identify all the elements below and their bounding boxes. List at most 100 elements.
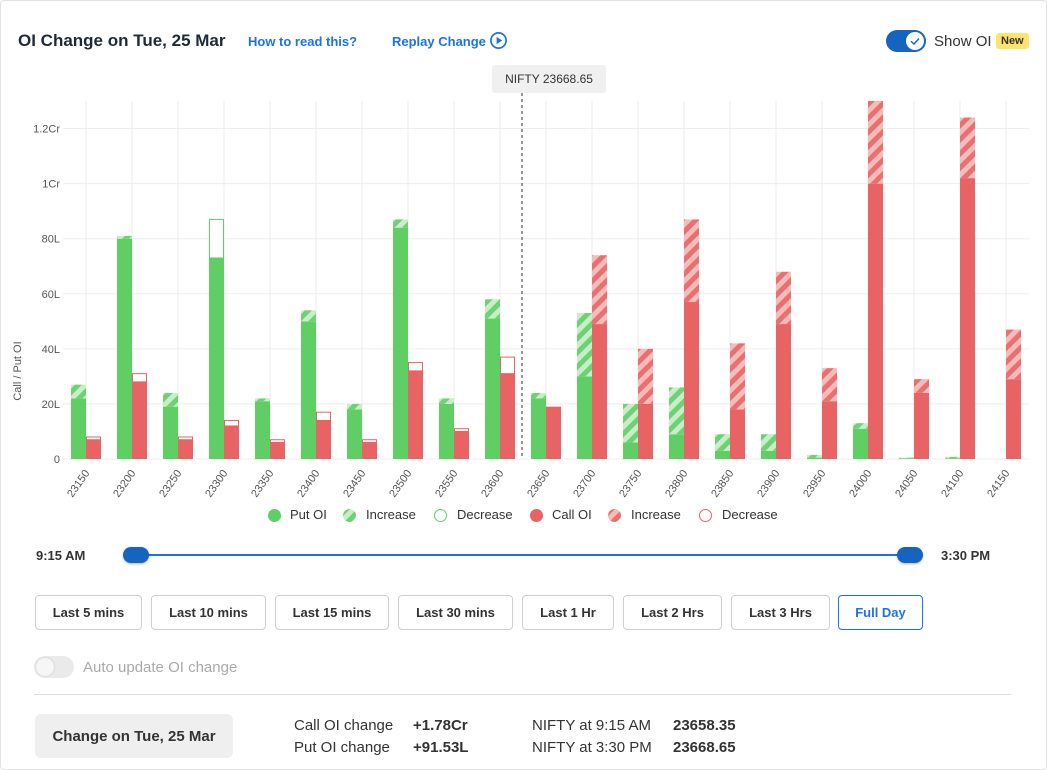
put-oi-bar[interactable]	[117, 238, 132, 459]
call-oi-bar[interactable]	[868, 183, 883, 459]
put-oi-bar[interactable]	[531, 398, 546, 459]
put-oi-bar[interactable]	[577, 376, 592, 459]
call-increase-bar[interactable]	[638, 348, 653, 404]
call-oi-bar[interactable]	[914, 392, 929, 459]
put-oi-bar[interactable]	[945, 458, 960, 459]
call-oi-bar[interactable]	[224, 425, 239, 459]
range-last-5-mins-button[interactable]: Last 5 mins	[35, 595, 142, 630]
call-oi-bar[interactable]	[1006, 379, 1021, 459]
call-decrease-bar[interactable]	[270, 439, 285, 443]
range-last-1-hr-button[interactable]: Last 1 Hr	[522, 595, 614, 630]
put-decrease-bar[interactable]	[209, 218, 224, 259]
put-increase-bar[interactable]	[347, 403, 362, 410]
put-increase-bar[interactable]	[761, 434, 776, 451]
call-increase-bar[interactable]	[868, 101, 883, 184]
call-decrease-bar[interactable]	[316, 411, 331, 421]
call-oi-bar[interactable]	[776, 324, 791, 459]
put-increase-bar[interactable]	[853, 423, 868, 429]
put-increase-bar[interactable]	[485, 299, 500, 319]
call-increase-bar[interactable]	[822, 368, 837, 402]
call-oi-bar[interactable]	[178, 439, 193, 459]
put-oi-bar[interactable]	[899, 458, 914, 459]
change-date-button[interactable]: Change on Tue, 25 Mar	[35, 714, 233, 758]
call-oi-bar[interactable]	[408, 370, 423, 459]
put-increase-bar[interactable]	[255, 398, 270, 402]
put-oi-bar[interactable]	[485, 318, 500, 459]
put-oi-bar[interactable]	[347, 409, 362, 459]
time-range-track[interactable]	[135, 554, 910, 556]
show-oi-toggle[interactable]	[886, 30, 926, 52]
how-to-read-link[interactable]: How to read this?	[248, 34, 358, 49]
put-oi-bar[interactable]	[715, 450, 730, 459]
call-increase-bar[interactable]	[914, 379, 929, 393]
call-oi-bar[interactable]	[86, 439, 101, 459]
put-increase-bar[interactable]	[623, 403, 638, 443]
put-oi-bar[interactable]	[439, 403, 454, 459]
put-increase-bar[interactable]	[301, 310, 316, 322]
auto-update-toggle[interactable]	[34, 656, 74, 678]
put-increase-bar[interactable]	[807, 454, 822, 458]
put-oi-bar[interactable]	[255, 401, 270, 459]
replay-change-link[interactable]: Replay Change	[392, 34, 486, 49]
put-increase-bar[interactable]	[715, 434, 730, 451]
call-oi-bar[interactable]	[730, 409, 745, 459]
put-oi-bar[interactable]	[669, 434, 684, 459]
slider-start-handle[interactable]	[123, 547, 149, 563]
call-increase-bar[interactable]	[684, 219, 699, 303]
put-oi-bar[interactable]	[807, 457, 822, 459]
range-last-15-mins-button[interactable]: Last 15 mins	[275, 595, 389, 630]
put-increase-bar[interactable]	[669, 387, 684, 435]
call-oi-bar[interactable]	[362, 442, 377, 459]
call-decrease-bar[interactable]	[454, 428, 469, 432]
call-decrease-bar[interactable]	[500, 356, 515, 375]
put-oi-bar[interactable]	[623, 442, 638, 459]
put-increase-bar[interactable]	[899, 457, 914, 459]
range-full-day-button[interactable]: Full Day	[838, 595, 923, 630]
call-decrease-bar[interactable]	[408, 362, 423, 372]
call-increase-bar[interactable]	[1006, 329, 1021, 380]
call-oi-bar[interactable]	[500, 373, 515, 459]
check-icon	[910, 38, 920, 45]
call-increase-bar[interactable]	[776, 271, 791, 325]
put-oi-bar[interactable]	[393, 227, 408, 459]
nifty-close-label: NIFTY at 3:30 PM	[532, 739, 652, 756]
put-oi-bar[interactable]	[163, 406, 178, 459]
put-increase-bar[interactable]	[71, 384, 86, 399]
range-last-2-hrs-button[interactable]: Last 2 Hrs	[623, 595, 722, 630]
call-oi-bar[interactable]	[546, 406, 561, 459]
put-oi-bar[interactable]	[71, 398, 86, 459]
call-increase-bar[interactable]	[960, 117, 975, 179]
put-increase-bar[interactable]	[117, 235, 132, 239]
call-decrease-bar[interactable]	[86, 436, 101, 441]
call-increase-bar[interactable]	[592, 255, 607, 325]
call-oi-bar[interactable]	[638, 403, 653, 459]
put-oi-bar[interactable]	[853, 428, 868, 459]
call-oi-bar[interactable]	[270, 442, 285, 459]
put-oi-bar[interactable]	[761, 450, 776, 459]
call-oi-bar[interactable]	[454, 431, 469, 459]
put-oi-bar[interactable]	[209, 257, 224, 459]
call-oi-bar[interactable]	[960, 178, 975, 459]
put-increase-bar[interactable]	[945, 456, 960, 459]
put-increase-bar[interactable]	[531, 392, 546, 399]
put-increase-bar[interactable]	[393, 219, 408, 228]
put-increase-bar[interactable]	[163, 392, 178, 407]
call-decrease-bar[interactable]	[362, 439, 377, 443]
play-circle-icon[interactable]	[489, 31, 508, 50]
range-last-3-hrs-button[interactable]: Last 3 Hrs	[731, 595, 830, 630]
call-decrease-bar[interactable]	[132, 373, 147, 383]
slider-end-handle[interactable]	[897, 547, 923, 563]
call-oi-bar[interactable]	[684, 302, 699, 459]
call-oi-bar[interactable]	[592, 324, 607, 459]
call-decrease-bar[interactable]	[224, 419, 239, 427]
call-decrease-bar[interactable]	[178, 436, 193, 441]
put-oi-bar[interactable]	[301, 321, 316, 459]
put-increase-bar[interactable]	[577, 313, 592, 377]
call-oi-bar[interactable]	[132, 381, 147, 459]
call-oi-bar[interactable]	[822, 401, 837, 459]
range-last-30-mins-button[interactable]: Last 30 mins	[398, 595, 513, 630]
range-last-10-mins-button[interactable]: Last 10 mins	[151, 595, 266, 630]
call-increase-bar[interactable]	[730, 343, 745, 410]
put-increase-bar[interactable]	[439, 398, 454, 404]
call-oi-bar[interactable]	[316, 420, 331, 459]
